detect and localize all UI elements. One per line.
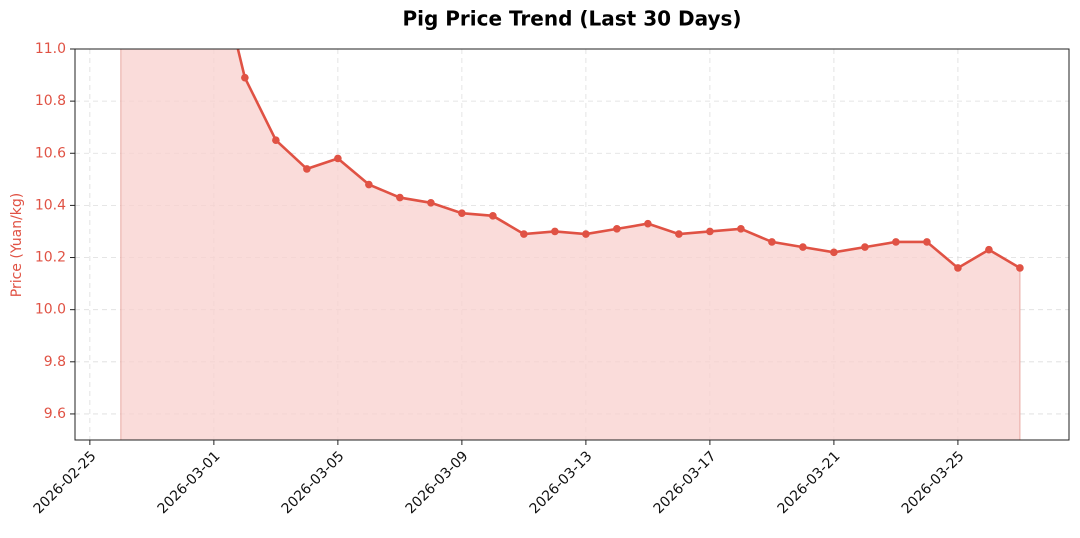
point [458,209,466,218]
x-tick-label: 2026-03-17 [651,448,720,517]
plot-frame [74,48,1070,441]
x-tick-label: 2026-03-09 [403,448,472,517]
x-tick-label: 2026-03-21 [775,448,844,517]
point [830,248,838,257]
point [241,73,249,82]
x-tick-label: 2026-03-13 [527,448,596,517]
y-tick-label: 10.8 [35,93,66,109]
y-tick-label: 9.8 [44,354,66,370]
point [892,238,900,246]
point [613,225,621,233]
point [737,225,745,233]
plot-area [120,49,1024,440]
point [427,198,435,207]
point [272,136,280,145]
y-tick-label: 9.6 [44,406,66,422]
point [675,230,683,238]
point [334,154,342,163]
point [923,238,931,246]
y-tick-label: 10.4 [35,197,66,213]
x-tick-label: 2026-03-25 [899,448,968,517]
y-axis-label: Price (Yuan/kg) [9,193,25,298]
chart-title: Pig Price Trend (Last 30 Days) [402,7,741,31]
y-tick-label: 10.6 [35,145,66,161]
area [120,49,1021,440]
point [644,219,652,228]
point [489,212,497,220]
point [985,245,993,254]
point [799,243,807,251]
point [706,227,714,236]
point [303,165,311,173]
point [768,238,776,246]
y-tick-label: 10.2 [35,250,66,266]
point [582,230,590,238]
point [861,243,869,251]
point [365,180,373,189]
point [520,230,528,238]
y-tick-label: 11.0 [35,41,66,57]
point [954,264,962,272]
y-tick-label: 10.0 [35,302,66,318]
point [1016,264,1024,272]
line [236,49,1021,270]
point [551,227,559,236]
x-tick-label: 2026-03-01 [155,448,224,517]
x-tick-label: 2026-02-25 [31,448,100,517]
x-tick-label: 2026-03-05 [279,448,348,517]
point [396,193,404,202]
